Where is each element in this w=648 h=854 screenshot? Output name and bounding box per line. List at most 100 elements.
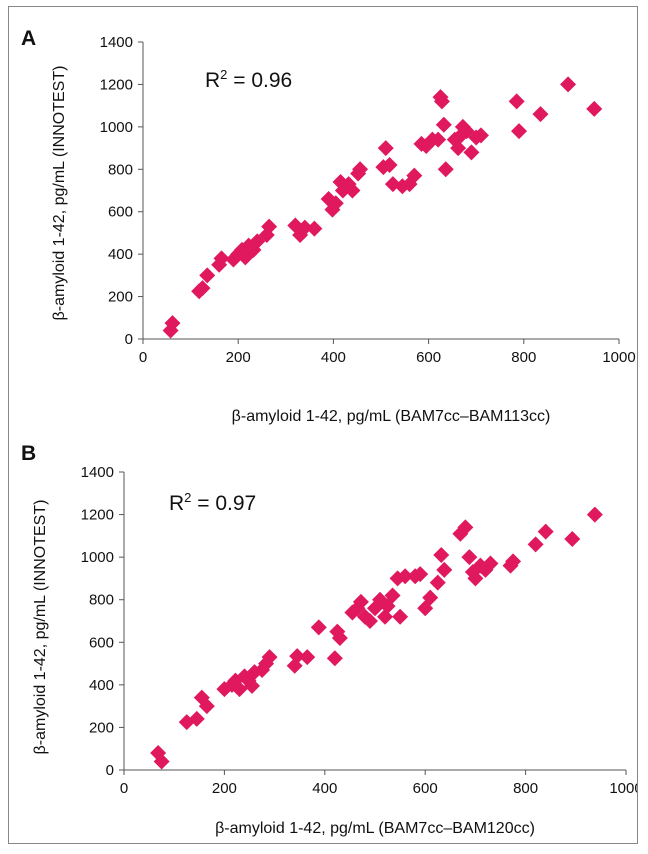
- r-squared-annotation-a: R2 = 0.96: [205, 67, 292, 92]
- y-tick-label-b: 1000: [81, 549, 114, 566]
- y-tick-label-b: 800: [89, 592, 114, 609]
- x-tick-label-a: 200: [226, 349, 251, 366]
- data-point-a: [437, 161, 454, 178]
- data-point-a: [463, 144, 480, 161]
- y-tick-label-a: 200: [108, 289, 133, 306]
- x-tick-label-a: 1000: [602, 349, 635, 366]
- figure-frame: A R2 = 0.96 0 200 400 600 800 1000 0 200 400 600 8…: [8, 6, 638, 844]
- r-squared-annotation-b: R2 = 0.97: [169, 490, 256, 515]
- x-tick-label-b: 400: [312, 780, 337, 797]
- data-point-a: [586, 100, 603, 117]
- data-point-b: [384, 587, 401, 604]
- r-squared-prefix-a: R: [205, 69, 220, 92]
- data-point-a: [532, 106, 549, 123]
- r-squared-superscript-b: 2: [184, 490, 191, 505]
- data-point-b: [310, 619, 327, 636]
- data-point-a: [296, 219, 313, 236]
- data-point-b: [564, 531, 581, 548]
- data-point-b: [457, 519, 474, 536]
- data-point-b: [326, 650, 343, 667]
- r-squared-superscript-a: 2: [220, 67, 227, 82]
- x-tick-label-a: 600: [416, 349, 441, 366]
- data-point-a: [199, 267, 216, 284]
- x-tick-label-a: 0: [139, 349, 147, 366]
- x-axis-label-a: β-amyloid 1-42, pg/mL (BAM7cc–BAM113cc): [232, 408, 551, 425]
- x-tick-label-b: 1000: [609, 780, 637, 797]
- data-point-b: [537, 523, 554, 540]
- data-point-a: [377, 140, 394, 157]
- data-point-a: [454, 118, 471, 135]
- data-point-b: [261, 649, 278, 666]
- y-tick-label-b: 200: [89, 719, 114, 736]
- figure-canvas: A R2 = 0.96 0 200 400 600 800 100002004006008…: [21, 27, 637, 837]
- data-point-a: [560, 76, 577, 93]
- r-squared-value-a: = 0.96: [227, 69, 292, 92]
- y-tick-label-b: 0: [106, 762, 114, 779]
- x-tick-label-a: 800: [511, 349, 536, 366]
- data-point-b: [331, 630, 348, 647]
- data-point-b: [586, 506, 603, 523]
- scatter-panel-a: A R2 = 0.96 0 200 400 600 800 1000 0 200 400 600 8…: [21, 27, 636, 425]
- y-tick-label-a: 800: [108, 161, 133, 178]
- data-point-b: [188, 710, 205, 727]
- data-point-a: [306, 220, 323, 237]
- y-tick-label-a: 400: [108, 246, 133, 263]
- data-point-a: [381, 157, 398, 174]
- data-point-a: [511, 123, 528, 140]
- data-point-b: [299, 649, 316, 666]
- y-tick-label-a: 0: [125, 331, 133, 348]
- data-point-b: [422, 589, 439, 606]
- axes-b: 0 200 400 600 800 1000 0 200 400 600 800 1000 1200 14…: [81, 464, 637, 797]
- data-point-a: [344, 182, 361, 199]
- data-point-b: [352, 593, 369, 610]
- x-tick-label-b: 0: [120, 780, 128, 797]
- data-point-b: [397, 568, 414, 585]
- y-axis-label-a: β-amyloid 1-42, pg/mL (INNOTEST): [51, 66, 68, 321]
- data-points-a: [162, 76, 603, 339]
- data-point-b: [433, 547, 450, 564]
- data-point-b: [244, 677, 261, 694]
- x-tick-label-a: 400: [321, 349, 346, 366]
- r-squared-prefix-b: R: [169, 492, 184, 515]
- y-tick-label-a: 600: [108, 204, 133, 221]
- y-tick-label-b: 600: [89, 634, 114, 651]
- data-point-a: [213, 250, 230, 267]
- data-point-b: [361, 613, 378, 629]
- data-point-a: [352, 161, 369, 178]
- x-tick-label-b: 200: [212, 780, 237, 797]
- data-point-b: [377, 608, 394, 625]
- data-point-b: [289, 648, 306, 665]
- y-tick-label-b: 1200: [81, 507, 114, 524]
- scatter-panel-b: B R2 = 0.97 0 200 400 600 800 1000 0 200 400 600 8…: [21, 442, 637, 837]
- y-axis-label-b: β-amyloid 1-42, pg/mL (INNOTEST): [32, 500, 49, 755]
- data-point-b: [429, 574, 446, 591]
- data-point-b: [527, 536, 544, 553]
- x-axis-label-b: β-amyloid 1-42, pg/mL (BAM7cc–BAM120cc): [215, 820, 535, 837]
- data-point-b: [461, 549, 478, 566]
- r-squared-value-b: = 0.97: [191, 492, 256, 515]
- y-tick-label-a: 1200: [100, 76, 133, 93]
- data-point-b: [198, 698, 215, 715]
- axes-a: 0 200 400 600 800 1000 0 200 400 600 800 1000 1200 14…: [100, 34, 636, 366]
- data-point-a: [261, 218, 278, 235]
- data-point-b: [482, 555, 499, 572]
- data-point-a: [450, 140, 467, 157]
- data-point-b: [436, 561, 453, 578]
- data-point-a: [327, 195, 344, 212]
- data-point-b: [412, 566, 429, 583]
- panel-label-b: B: [21, 442, 36, 465]
- y-tick-label-a: 1000: [100, 119, 133, 136]
- data-point-b: [231, 681, 248, 698]
- y-tick-label-b: 1400: [81, 464, 114, 481]
- x-tick-label-b: 600: [413, 780, 438, 797]
- data-point-a: [164, 315, 181, 332]
- data-point-a: [194, 280, 211, 297]
- data-point-a: [435, 116, 452, 133]
- data-point-a: [406, 167, 423, 184]
- y-tick-label-a: 1400: [100, 34, 133, 51]
- x-tick-label-b: 800: [513, 780, 538, 797]
- data-point-a: [433, 93, 450, 110]
- data-point-a: [508, 93, 525, 110]
- data-point-b: [505, 553, 522, 570]
- data-point-a: [458, 123, 475, 140]
